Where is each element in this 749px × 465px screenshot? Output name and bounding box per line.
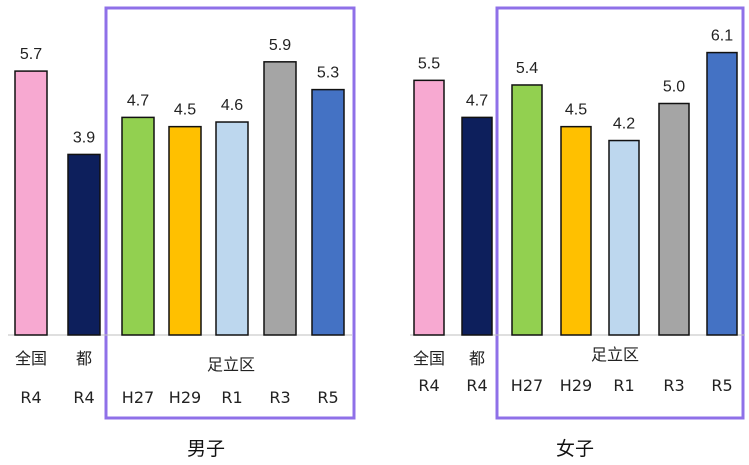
bar-male-r5-6 bbox=[311, 88, 345, 336]
year-label-female-3: H29 bbox=[560, 376, 592, 395]
year-label-male-4: R1 bbox=[221, 388, 242, 407]
year-label-male-6: R5 bbox=[317, 388, 338, 407]
data-label-male-0: 5.7 bbox=[20, 46, 42, 63]
bar-group-male: 5.7 全国 R4 3.9 都 R4 4.7 H27 4.5 H29 4.6 R1 5.9 R3 5.3 R5 bbox=[14, 37, 345, 407]
year-label-male-3: H29 bbox=[169, 388, 201, 407]
group-label-male: 足立区 bbox=[207, 355, 255, 374]
bar-female-r4-1 bbox=[461, 116, 493, 336]
bar-female-h29-3 bbox=[560, 125, 592, 336]
data-label-male-1: 3.9 bbox=[73, 129, 95, 146]
data-label-male-4: 4.6 bbox=[221, 97, 243, 114]
bar-female-r3-5 bbox=[658, 102, 690, 336]
data-label-male-2: 4.7 bbox=[127, 92, 149, 109]
category-label-male-1: 都 bbox=[76, 349, 92, 368]
adachi-group-box-male bbox=[104, 6, 356, 420]
bar-male-r3-5 bbox=[263, 61, 297, 336]
data-label-male-6: 5.3 bbox=[317, 65, 339, 82]
year-label-male-1: R4 bbox=[73, 388, 94, 407]
chart-title-male: 男子 bbox=[187, 438, 225, 460]
data-label-female-0: 5.5 bbox=[418, 55, 440, 72]
year-label-male-5: R3 bbox=[269, 388, 290, 407]
chart-title-female: 女子 bbox=[556, 438, 594, 460]
year-label-female-6: R5 bbox=[711, 376, 732, 395]
data-label-female-1: 4.7 bbox=[466, 92, 488, 109]
data-label-female-6: 6.1 bbox=[711, 28, 733, 45]
bar-group-female: 5.5 全国 R4 4.7 都 R4 5.4 H27 4.5 H29 4.2 R1 5.0 R3 6.1 R5 bbox=[413, 28, 738, 395]
chart-panel-male: 5.7 全国 R4 3.9 都 R4 4.7 H27 4.5 H29 4.6 R1 5.9 R3 5.3 R5… bbox=[8, 6, 356, 460]
year-label-male-0: R4 bbox=[20, 388, 41, 407]
adachi-group-box-female bbox=[495, 6, 745, 420]
chart-panel-female: 5.5 全国 R4 4.7 都 R4 5.4 H27 4.5 H29 4.2 R1 5.0 R3 6.1 R5… bbox=[410, 6, 745, 460]
year-label-male-2: H27 bbox=[122, 388, 154, 407]
bar-male-h29-3 bbox=[168, 125, 202, 336]
bar-male-r4-1 bbox=[67, 153, 101, 336]
data-label-female-4: 4.2 bbox=[613, 116, 635, 133]
bar-male-r1-4 bbox=[215, 121, 249, 336]
data-label-male-3: 4.5 bbox=[174, 102, 196, 119]
data-label-female-5: 5.0 bbox=[663, 79, 685, 96]
category-label-female-1: 都 bbox=[469, 349, 485, 368]
data-label-male-5: 5.9 bbox=[269, 37, 291, 54]
category-label-male-0: 全国 bbox=[15, 349, 47, 368]
bar-female-r1-4 bbox=[608, 139, 640, 336]
year-label-female-0: R4 bbox=[418, 376, 439, 395]
bar-female-r4-0 bbox=[413, 79, 445, 336]
bar-male-h27-2 bbox=[121, 116, 155, 336]
year-label-female-2: H27 bbox=[511, 376, 543, 395]
bar-male-r4-0 bbox=[14, 70, 48, 336]
data-label-female-2: 5.4 bbox=[516, 60, 538, 77]
data-label-female-3: 4.5 bbox=[565, 102, 587, 119]
bar-female-h27-2 bbox=[511, 84, 543, 336]
group-label-female: 足立区 bbox=[591, 345, 639, 364]
year-label-female-1: R4 bbox=[466, 376, 487, 395]
year-label-female-5: R3 bbox=[663, 376, 684, 395]
year-label-female-4: R1 bbox=[613, 376, 634, 395]
category-label-female-0: 全国 bbox=[413, 349, 445, 368]
bar-female-r5-6 bbox=[706, 51, 738, 336]
